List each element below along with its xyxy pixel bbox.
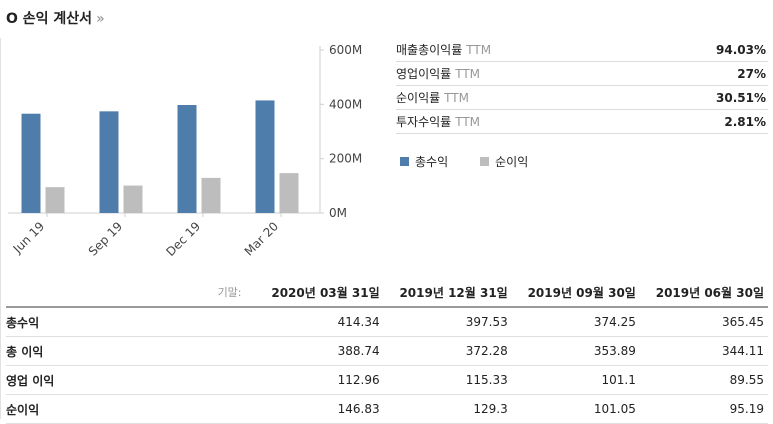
income-table: 기말: 2020년 03월 31일 2019년 12월 31일 2019년 09… <box>6 278 768 424</box>
table-cell: 89.55 <box>639 365 768 395</box>
ratio-label: 매출총이익률 <box>396 43 463 57</box>
legend-item-revenue[interactable]: 총수익 <box>400 153 448 170</box>
row-label: 총 이익 <box>6 336 256 366</box>
chart-legend: 총수익 순이익 <box>400 153 560 170</box>
y-tick-label: 200M <box>329 152 362 166</box>
ratio-label: 영업이익률 <box>396 67 452 81</box>
ratio-row: 순이익률 TTM 30.51% <box>396 86 768 110</box>
table-header-row: 기말: 2020년 03월 31일 2019년 12월 31일 2019년 09… <box>6 278 768 308</box>
row-label: 순이익 <box>6 394 256 424</box>
table-cell: 101.1 <box>511 365 640 395</box>
ratio-row: 매출총이익률 TTM 94.03% <box>396 38 768 62</box>
table-cell: 115.33 <box>383 365 512 395</box>
ratio-value: 2.81% <box>724 114 766 129</box>
legend-label: 순이익 <box>495 155 529 169</box>
x-tick-label: Sep 19 <box>86 219 125 258</box>
ratio-ttm: TTM <box>455 67 481 81</box>
legend-swatch-net-income <box>480 157 490 166</box>
table-cell: 372.28 <box>383 336 512 366</box>
table-cell: 129.3 <box>383 394 512 424</box>
ratio-ttm: TTM <box>455 115 481 129</box>
left-divider <box>0 38 1 419</box>
table-cell: 414.34 <box>255 307 384 337</box>
x-tick-label: Mar 20 <box>242 219 281 258</box>
row-label: 영업 이익 <box>6 365 256 395</box>
table-cell: 95.19 <box>639 394 768 424</box>
column-header: 2019년 06월 30일 <box>639 278 768 308</box>
table-row: 영업 이익 112.96 115.33 101.1 89.55 <box>6 365 768 395</box>
bar-net-income <box>123 185 143 213</box>
table-cell: 388.74 <box>255 336 384 366</box>
bar-revenue <box>99 111 119 213</box>
table-cell: 397.53 <box>383 307 512 337</box>
legend-item-net-income[interactable]: 순이익 <box>480 153 528 170</box>
y-tick-label: 0M <box>329 206 347 220</box>
ratio-value: 27% <box>737 66 766 81</box>
table-row: 총 이익 388.74 372.28 353.89 344.11 <box>6 336 768 366</box>
ratio-label: 순이익률 <box>396 91 441 105</box>
ratio-label: 투자수익률 <box>396 115 452 129</box>
table-cell: 101.05 <box>511 394 640 424</box>
x-tick-label: Jun 19 <box>10 219 47 256</box>
column-header: 2019년 12월 31일 <box>383 278 512 308</box>
ratio-row: 영업이익률 TTM 27% <box>396 62 768 86</box>
table-cell: 344.11 <box>639 336 768 366</box>
ratio-row: 투자수익률 TTM 2.81% <box>396 110 768 134</box>
y-tick-label: 400M <box>329 97 362 111</box>
legend-label: 총수익 <box>415 155 449 169</box>
ratio-list: 매출총이익률 TTM 94.03% 영업이익률 TTM 27% 순이익률 TTM 30… <box>396 38 768 134</box>
bar-revenue <box>21 113 41 213</box>
row-label: 총수익 <box>6 307 256 337</box>
table-cell: 365.45 <box>639 307 768 337</box>
table-cell: 374.25 <box>511 307 640 337</box>
y-tick-label: 600M <box>329 43 362 57</box>
income-bar-chart: 0M 200M 400M 600M Jun 19 Sep 19 Dec 19 Mar 20 <box>8 43 362 259</box>
bar-revenue <box>255 100 275 213</box>
bar-net-income <box>279 173 299 213</box>
column-header: 2020년 03월 31일 <box>255 278 384 308</box>
period-label: 기말: <box>6 278 256 308</box>
table-cell: 353.89 <box>511 336 640 366</box>
table-cell: 146.83 <box>255 394 384 424</box>
table-row: 총수익 414.34 397.53 374.25 365.45 <box>6 307 768 337</box>
table-row: 순이익 146.83 129.3 101.05 95.19 <box>6 394 768 424</box>
bar-net-income <box>45 187 65 213</box>
ratio-ttm: TTM <box>466 43 492 57</box>
x-tick-label: Dec 19 <box>163 219 203 259</box>
bar-revenue <box>177 105 197 213</box>
bar-net-income <box>201 177 221 213</box>
section-title-text: O 손익 계산서 <box>6 11 93 27</box>
ratio-value: 94.03% <box>716 42 766 57</box>
more-chevron-icon[interactable]: » <box>96 11 105 27</box>
column-header: 2019년 09월 30일 <box>511 278 640 308</box>
ratio-value: 30.51% <box>716 90 766 105</box>
section-title[interactable]: O 손익 계산서» <box>6 8 105 28</box>
legend-swatch-revenue <box>400 157 409 166</box>
ratio-ttm: TTM <box>444 91 469 105</box>
table-cell: 112.96 <box>255 365 384 395</box>
